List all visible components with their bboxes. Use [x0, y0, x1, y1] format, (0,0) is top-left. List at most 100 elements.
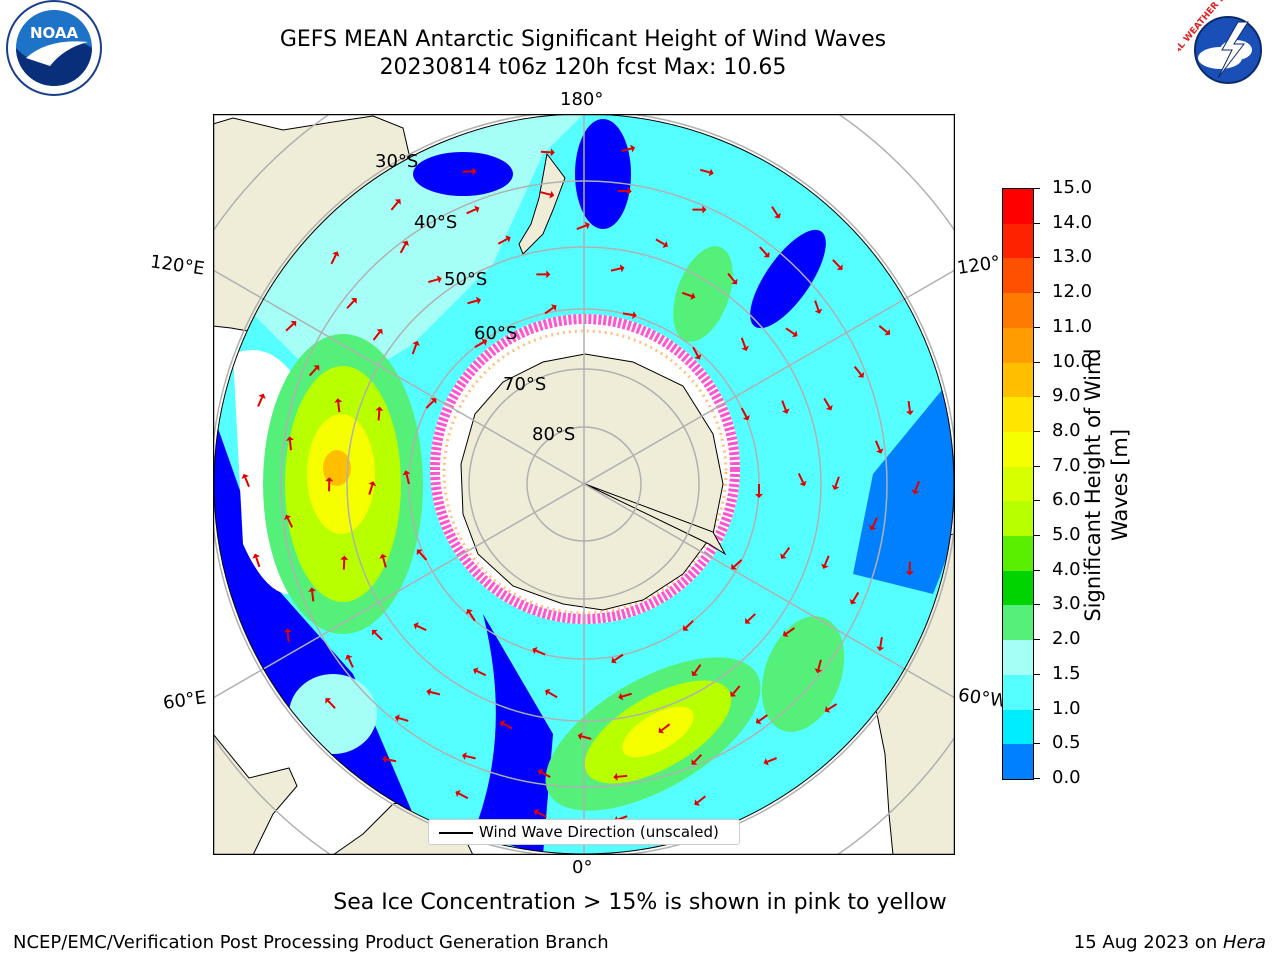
lon-label-upper-left: 120°E	[148, 251, 206, 280]
wind-wave-arrow	[255, 557, 261, 568]
wind-wave-arrowhead	[690, 292, 696, 300]
wind-wave-arrow	[617, 774, 628, 778]
colorbar-tick-label: 8.0	[1052, 419, 1081, 441]
colorbar-swatch	[1003, 709, 1033, 745]
wind-wave-arrow	[827, 703, 838, 711]
colorbar-swatch	[1003, 431, 1033, 468]
colorbar-tick-mark	[1034, 569, 1040, 571]
wind-wave-arrowhead	[413, 622, 419, 630]
colorbar-label-line1: Significant Height of Wind	[1081, 348, 1105, 622]
wind-wave-arrowhead	[763, 251, 770, 258]
wind-wave-arrow	[428, 278, 439, 283]
lat-label-60s: 60°S	[474, 323, 518, 344]
wind-wave-arrow	[540, 191, 551, 196]
wind-wave-arrow	[244, 477, 250, 488]
lon-label-upper-right: 120°	[955, 252, 1002, 279]
wind-wave-arrowhead	[730, 691, 737, 697]
wind-wave-arrow	[785, 327, 795, 335]
wind-wave-arrow	[468, 611, 476, 622]
wind-wave-arrow	[655, 238, 666, 246]
wind-wave-arrow	[347, 657, 354, 668]
wind-wave-arrowhead	[780, 553, 787, 559]
colorbar-tick-mark	[1034, 639, 1040, 641]
wind-wave-arrowhead	[394, 714, 400, 722]
wind-wave-arrow	[852, 591, 860, 602]
wind-wave-direction-arrows	[241, 144, 920, 824]
colorbar-tick-label: 9.0	[1052, 385, 1081, 407]
wind-wave-arrow	[817, 659, 822, 670]
colorbar-tick-label: 6.0	[1052, 489, 1081, 511]
wind-wave-arrow	[476, 670, 487, 677]
wind-wave-arrowhead	[290, 320, 297, 327]
wind-wave-arrow	[458, 792, 469, 800]
footer-left: NCEP/EMC/Verification Post Processing Pr…	[13, 932, 609, 953]
wind-wave-arrow	[398, 717, 409, 722]
wind-wave-arrow	[814, 300, 820, 311]
colorbar-tick-label: 14.0	[1052, 211, 1093, 233]
colorbar-swatch	[1003, 501, 1033, 537]
colorbar-tick-label: 15.0	[1052, 177, 1093, 198]
wind-wave-arrowhead	[474, 205, 480, 213]
wind-wave-arrowhead	[884, 329, 891, 336]
wind-wave-arrow	[614, 653, 624, 662]
colorbar-swatch	[1003, 744, 1033, 780]
polar-map	[212, 113, 956, 856]
lat-label-40s: 40°S	[414, 212, 458, 233]
wind-wave-arrow	[337, 402, 341, 413]
map-legend: Wind Wave Direction (unscaled)	[428, 819, 740, 845]
wind-wave-arrowhead	[825, 404, 833, 411]
wind-wave-arrowhead	[911, 489, 920, 495]
wind-wave-arrowhead	[905, 571, 914, 576]
wind-wave-arrow	[285, 323, 295, 332]
wind-wave-arrow	[740, 407, 748, 418]
wind-wave-arrowhead	[549, 190, 555, 199]
wind-wave-arrowhead	[618, 692, 624, 701]
wind-wave-arrow	[699, 168, 711, 174]
wind-wave-arrowhead	[782, 408, 790, 414]
wind-wave-arrowhead	[401, 240, 409, 247]
wind-wave-arrow	[874, 440, 881, 451]
wind-wave-arrowhead	[611, 656, 617, 664]
colorbar-swatch	[1003, 397, 1033, 433]
wind-wave-arrow	[785, 627, 796, 635]
wind-wave-arrowhead	[284, 514, 292, 521]
colorbar	[1002, 188, 1034, 780]
wind-wave-arrowhead	[473, 667, 479, 675]
wind-wave-arrow	[661, 723, 671, 732]
wind-wave-arrowhead	[741, 345, 749, 352]
wind-wave-arrowhead	[694, 354, 702, 360]
colorbar-label-line2: Waves [m]	[1108, 428, 1132, 542]
wind-wave-arrow	[696, 795, 707, 804]
wind-wave-arrow	[372, 331, 381, 341]
wind-wave-arrowhead	[550, 148, 555, 157]
colorbar-swatch	[1003, 674, 1033, 711]
colorbar-swatch	[1003, 640, 1033, 676]
wind-wave-arrow	[622, 312, 633, 317]
wind-wave-arrowhead	[505, 235, 511, 243]
wind-wave-arrowhead	[436, 275, 442, 284]
wind-wave-arrowhead	[430, 398, 437, 404]
wind-wave-arrowhead	[691, 759, 698, 765]
wind-wave-arrow	[621, 147, 632, 153]
colorbar-tick-mark	[1034, 604, 1040, 606]
wind-wave-arrow	[286, 632, 290, 643]
wind-wave-arrowhead	[876, 646, 885, 652]
wind-wave-arrow	[537, 811, 547, 818]
colorbar-tick-mark	[1034, 465, 1040, 467]
wind-wave-arrowhead	[371, 629, 378, 636]
wind-wave-arrow	[405, 474, 410, 485]
wind-wave-arrow	[382, 557, 387, 568]
colorbar-tick-label: 12.0	[1052, 281, 1093, 303]
colorbar-tick-mark	[1034, 292, 1040, 294]
wind-wave-arrowhead	[905, 410, 914, 416]
colorbar-swatch	[1003, 570, 1033, 606]
wind-wave-arrow	[740, 337, 747, 348]
sea-ice-note: Sea Ice Concentration > 15% is shown in …	[333, 890, 947, 915]
wind-wave-arrowhead	[731, 278, 738, 285]
wind-wave-arrow	[430, 691, 441, 696]
wind-wave-arrowhead	[632, 311, 637, 319]
wind-wave-arrow	[547, 691, 558, 699]
wind-wave-arrow	[544, 306, 554, 315]
wind-wave-arrowhead	[630, 144, 636, 153]
wind-wave-arrowhead	[481, 338, 488, 346]
